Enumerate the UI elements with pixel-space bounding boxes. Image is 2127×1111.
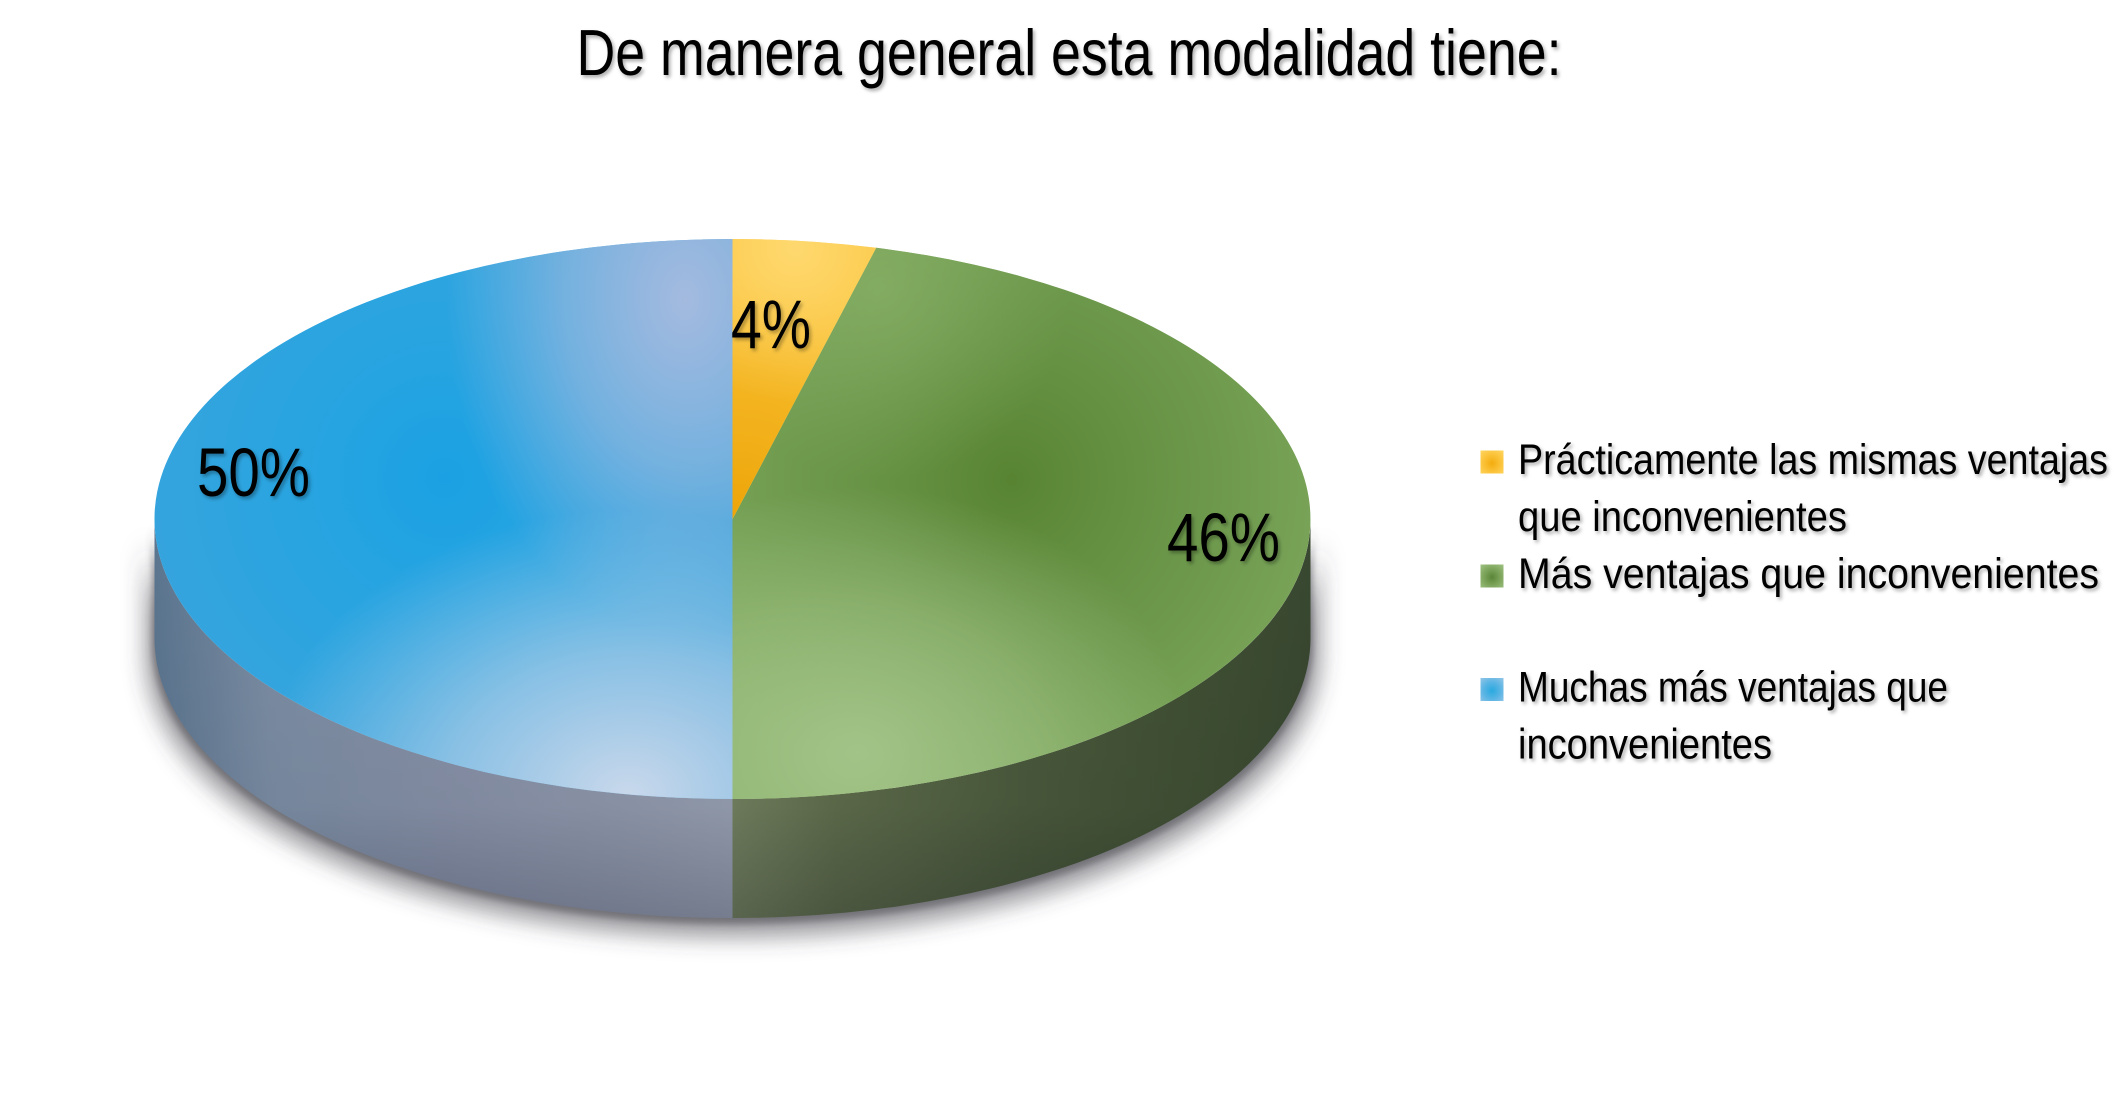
svg-text:Muchas más ventajas que: Muchas más ventajas que: [1518, 665, 1948, 712]
svg-text:4%: 4%: [731, 286, 811, 363]
svg-text:Prácticamente las mismas venta: Prácticamente las mismas ventajas: [1518, 437, 2108, 484]
svg-text:De manera general esta modalid: De manera general esta modalidad tiene:: [577, 17, 1562, 89]
svg-text:inconvenientes: inconvenientes: [1518, 722, 1772, 769]
svg-text:46%: 46%: [1167, 499, 1280, 576]
svg-text:50%: 50%: [197, 434, 310, 511]
svg-text:que inconvenientes: que inconvenientes: [1518, 494, 1847, 541]
svg-text:Más ventajas que inconveniente: Más ventajas que inconvenientes: [1518, 551, 2099, 598]
